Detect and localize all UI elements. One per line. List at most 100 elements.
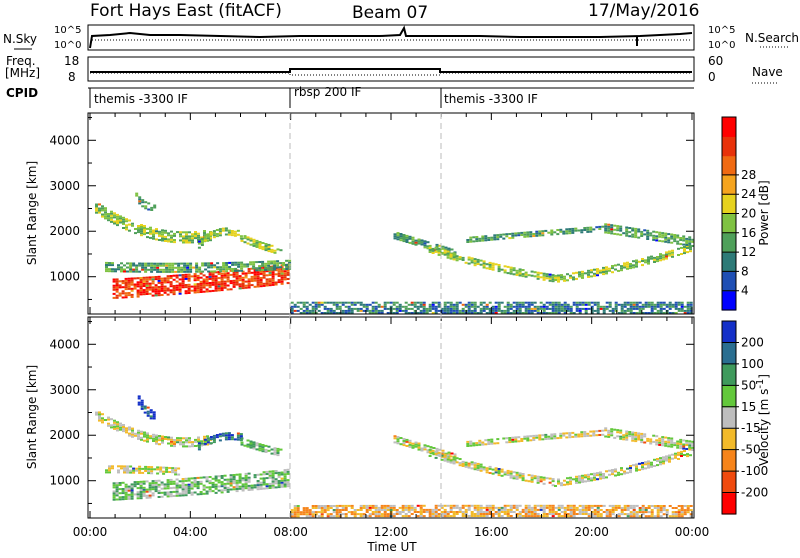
echo-cell <box>191 239 194 242</box>
echo-cell <box>186 266 190 269</box>
echo-cell <box>617 312 621 314</box>
echo-cell <box>140 407 144 410</box>
echo-cell <box>414 239 418 242</box>
echo-cell <box>140 399 144 402</box>
echo-cell <box>610 434 614 437</box>
echo-cell <box>505 235 509 238</box>
echo-cell <box>497 511 501 513</box>
echo-cell <box>359 307 363 310</box>
echo-cell <box>490 238 494 241</box>
echo-cell <box>178 286 182 289</box>
echo-cell <box>506 307 510 310</box>
echo-cell <box>189 264 193 267</box>
echo-cell <box>151 276 155 279</box>
echo-cell <box>524 309 528 312</box>
echo-cell <box>155 436 158 439</box>
echo-cell <box>659 459 662 462</box>
echo-cell <box>273 453 277 456</box>
echo-cell <box>607 225 611 228</box>
echo-cell <box>635 465 638 468</box>
echo-cell <box>121 481 125 484</box>
echo-cell <box>240 263 244 266</box>
echo-cell <box>562 230 566 233</box>
echo-cell <box>676 240 680 243</box>
echo-cell <box>664 236 668 239</box>
echo-cell <box>655 231 659 234</box>
echo-cell <box>566 279 569 282</box>
echo-cell <box>650 513 654 516</box>
echo-cell <box>145 293 149 295</box>
echo-cell <box>305 513 309 516</box>
echo-cell <box>220 283 224 285</box>
echo-cell <box>419 305 423 308</box>
echo-cell <box>571 227 575 230</box>
echo-cell <box>467 258 471 261</box>
echo-cell <box>124 292 128 295</box>
echo-cell <box>405 445 409 447</box>
echo-cell <box>493 236 497 239</box>
echo-cell <box>668 252 671 255</box>
echo-cell <box>589 226 593 229</box>
echo-cell <box>629 511 633 514</box>
echo-cell <box>491 515 495 517</box>
echo-cell <box>541 230 545 233</box>
echo-cell <box>111 465 114 468</box>
echo-cell <box>614 309 618 312</box>
echo-cell <box>344 301 348 304</box>
echo-cell <box>200 241 204 244</box>
echo-cell <box>670 235 674 238</box>
echo-cell <box>431 312 435 314</box>
echo-cell <box>143 439 146 442</box>
echo-cell <box>547 435 551 438</box>
echo-cell <box>368 303 372 306</box>
echo-cell <box>243 263 247 266</box>
echo-cell <box>238 287 242 290</box>
echo-cell <box>113 222 116 225</box>
colorbar-segment <box>722 252 736 272</box>
echo-cell <box>428 450 432 453</box>
echo-cell <box>464 508 468 511</box>
echo-cell <box>652 440 656 443</box>
echo-cell <box>662 513 666 516</box>
echo-cell <box>659 307 663 310</box>
echo-cell <box>271 275 275 278</box>
echo-cell <box>467 307 471 310</box>
echo-cell <box>112 486 116 489</box>
echo-cell <box>584 504 588 507</box>
echo-cell <box>676 444 680 447</box>
echo-cell <box>452 252 456 255</box>
echo-cell <box>193 479 197 482</box>
echo-cell <box>622 438 626 441</box>
echo-cell <box>271 482 275 485</box>
echo-cell <box>619 435 623 438</box>
echo-cell <box>422 515 426 518</box>
echo-cell <box>374 515 378 518</box>
echo-cell <box>170 444 173 447</box>
echo-cell <box>151 278 155 281</box>
echo-cell <box>502 437 506 440</box>
echo-cell <box>423 448 427 451</box>
echo-cell <box>596 312 600 314</box>
echo-cell <box>202 486 206 489</box>
echo-cell <box>359 504 363 507</box>
echo-cell <box>509 303 513 306</box>
echo-cell <box>274 472 278 475</box>
echo-cell <box>491 504 495 507</box>
echo-cell <box>653 312 657 314</box>
echo-cell <box>139 493 143 496</box>
echo-cell <box>160 294 164 296</box>
echo-cell <box>170 240 173 243</box>
echo-cell <box>238 487 242 490</box>
echo-cell <box>136 481 140 483</box>
echo-cell <box>341 312 345 314</box>
echo-cell <box>674 312 678 314</box>
echo-cell <box>274 281 278 284</box>
echo-cell <box>396 436 400 439</box>
echo-cell <box>529 439 533 442</box>
echo-cell <box>548 506 552 509</box>
echo-cell <box>283 276 287 279</box>
echo-cell <box>187 283 191 286</box>
echo-cell <box>371 301 375 304</box>
echo-cell <box>398 309 402 312</box>
echo-cell <box>608 305 612 308</box>
